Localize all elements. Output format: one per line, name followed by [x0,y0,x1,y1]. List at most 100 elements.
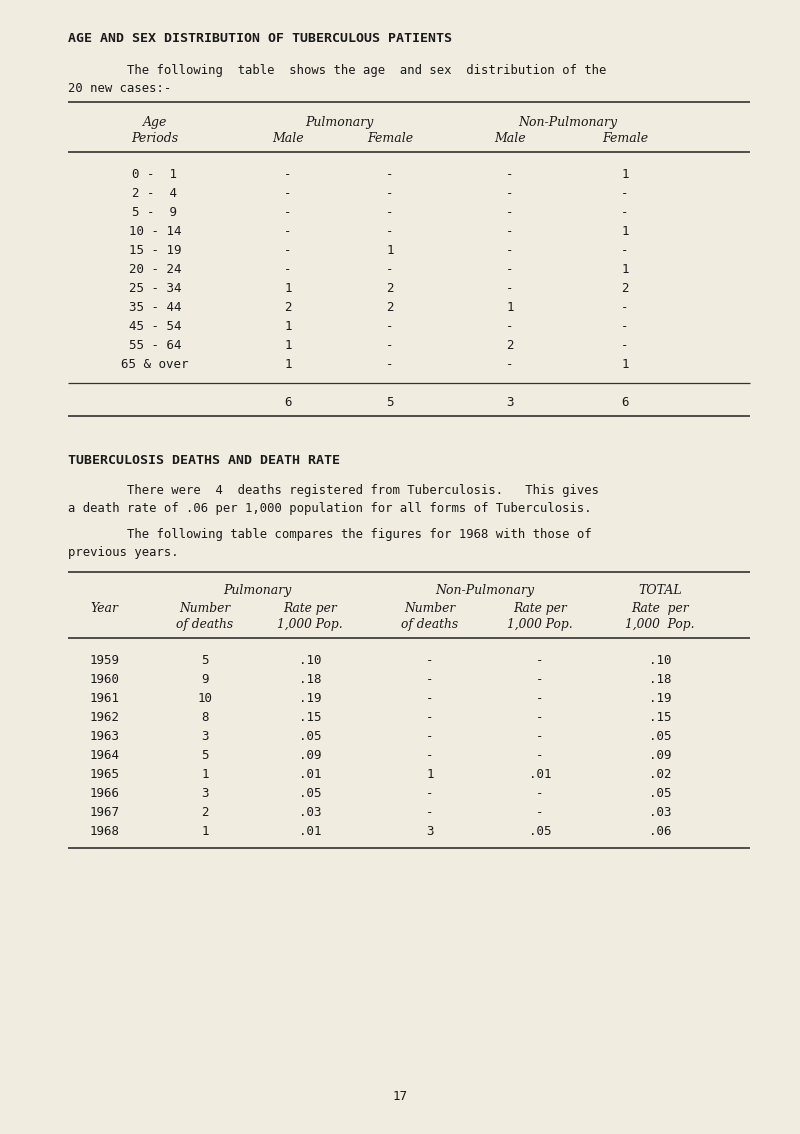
Text: -: - [622,244,629,257]
Text: -: - [506,244,514,257]
Text: -: - [536,806,544,819]
Text: 1: 1 [426,768,434,781]
Text: 5: 5 [202,748,209,762]
Text: Male: Male [494,132,526,145]
Text: Female: Female [602,132,648,145]
Text: -: - [506,206,514,219]
Text: Female: Female [367,132,413,145]
Text: Number: Number [179,602,230,615]
Text: .05: .05 [649,730,671,743]
Text: .09: .09 [649,748,671,762]
Text: 55 - 64: 55 - 64 [129,339,182,352]
Text: 0 -  1: 0 - 1 [133,168,178,181]
Text: 1967: 1967 [90,806,120,819]
Text: previous years.: previous years. [68,545,178,559]
Text: 1968: 1968 [90,826,120,838]
Text: 3: 3 [506,396,514,409]
Text: 1: 1 [284,282,292,295]
Text: 5 -  9: 5 - 9 [133,206,178,219]
Text: .06: .06 [649,826,671,838]
Text: 20 new cases:-: 20 new cases:- [68,82,171,95]
Text: 1: 1 [284,358,292,371]
Text: -: - [506,225,514,238]
Text: -: - [284,206,292,219]
Text: of deaths: of deaths [177,618,234,631]
Text: 17: 17 [393,1090,407,1103]
Text: 1961: 1961 [90,692,120,705]
Text: -: - [284,244,292,257]
Text: -: - [622,320,629,333]
Text: -: - [426,711,434,723]
Text: -: - [426,692,434,705]
Text: 1: 1 [622,263,629,276]
Text: -: - [536,672,544,686]
Text: 10 - 14: 10 - 14 [129,225,182,238]
Text: 2: 2 [506,339,514,352]
Text: .01: .01 [298,768,322,781]
Text: -: - [536,711,544,723]
Text: .03: .03 [298,806,322,819]
Text: Periods: Periods [131,132,178,145]
Text: -: - [284,187,292,200]
Text: -: - [506,358,514,371]
Text: 2 -  4: 2 - 4 [133,187,178,200]
Text: 1,000  Pop.: 1,000 Pop. [626,618,694,631]
Text: .05: .05 [529,826,551,838]
Text: .18: .18 [649,672,671,686]
Text: Male: Male [272,132,304,145]
Text: The following  table  shows the age  and sex  distribution of the: The following table shows the age and se… [68,64,606,77]
Text: 1: 1 [386,244,394,257]
Text: -: - [506,187,514,200]
Text: 65 & over: 65 & over [122,358,189,371]
Text: 15 - 19: 15 - 19 [129,244,182,257]
Text: -: - [622,206,629,219]
Text: 2: 2 [386,282,394,295]
Text: 35 - 44: 35 - 44 [129,301,182,314]
Text: 8: 8 [202,711,209,723]
Text: -: - [386,339,394,352]
Text: -: - [284,168,292,181]
Text: 2: 2 [622,282,629,295]
Text: Pulmonary: Pulmonary [305,116,373,129]
Text: 5: 5 [202,654,209,667]
Text: 1959: 1959 [90,654,120,667]
Text: 6: 6 [622,396,629,409]
Text: -: - [536,692,544,705]
Text: 1,000 Pop.: 1,000 Pop. [507,618,573,631]
Text: The following table compares the figures for 1968 with those of: The following table compares the figures… [68,528,592,541]
Text: There were  4  deaths registered from Tuberculosis.   This gives: There were 4 deaths registered from Tube… [68,484,599,497]
Text: TUBERCULOSIS DEATHS AND DEATH RATE: TUBERCULOSIS DEATHS AND DEATH RATE [68,454,340,467]
Text: 10: 10 [198,692,213,705]
Text: 20 - 24: 20 - 24 [129,263,182,276]
Text: .10: .10 [649,654,671,667]
Text: 3: 3 [202,787,209,799]
Text: -: - [426,672,434,686]
Text: 3: 3 [426,826,434,838]
Text: -: - [506,263,514,276]
Text: 1,000 Pop.: 1,000 Pop. [277,618,343,631]
Text: -: - [506,282,514,295]
Text: -: - [536,730,544,743]
Text: .19: .19 [298,692,322,705]
Text: 1960: 1960 [90,672,120,686]
Text: .03: .03 [649,806,671,819]
Text: -: - [386,206,394,219]
Text: Rate per: Rate per [283,602,337,615]
Text: -: - [622,339,629,352]
Text: -: - [386,168,394,181]
Text: AGE AND SEX DISTRIBUTION OF TUBERCULOUS PATIENTS: AGE AND SEX DISTRIBUTION OF TUBERCULOUS … [68,32,452,45]
Text: .05: .05 [649,787,671,799]
Text: -: - [426,730,434,743]
Text: 1965: 1965 [90,768,120,781]
Text: .01: .01 [529,768,551,781]
Text: -: - [426,654,434,667]
Text: -: - [386,187,394,200]
Text: -: - [622,301,629,314]
Text: .01: .01 [298,826,322,838]
Text: 1964: 1964 [90,748,120,762]
Text: -: - [536,748,544,762]
Text: 1: 1 [284,339,292,352]
Text: 2: 2 [386,301,394,314]
Text: 1: 1 [202,826,209,838]
Text: -: - [622,187,629,200]
